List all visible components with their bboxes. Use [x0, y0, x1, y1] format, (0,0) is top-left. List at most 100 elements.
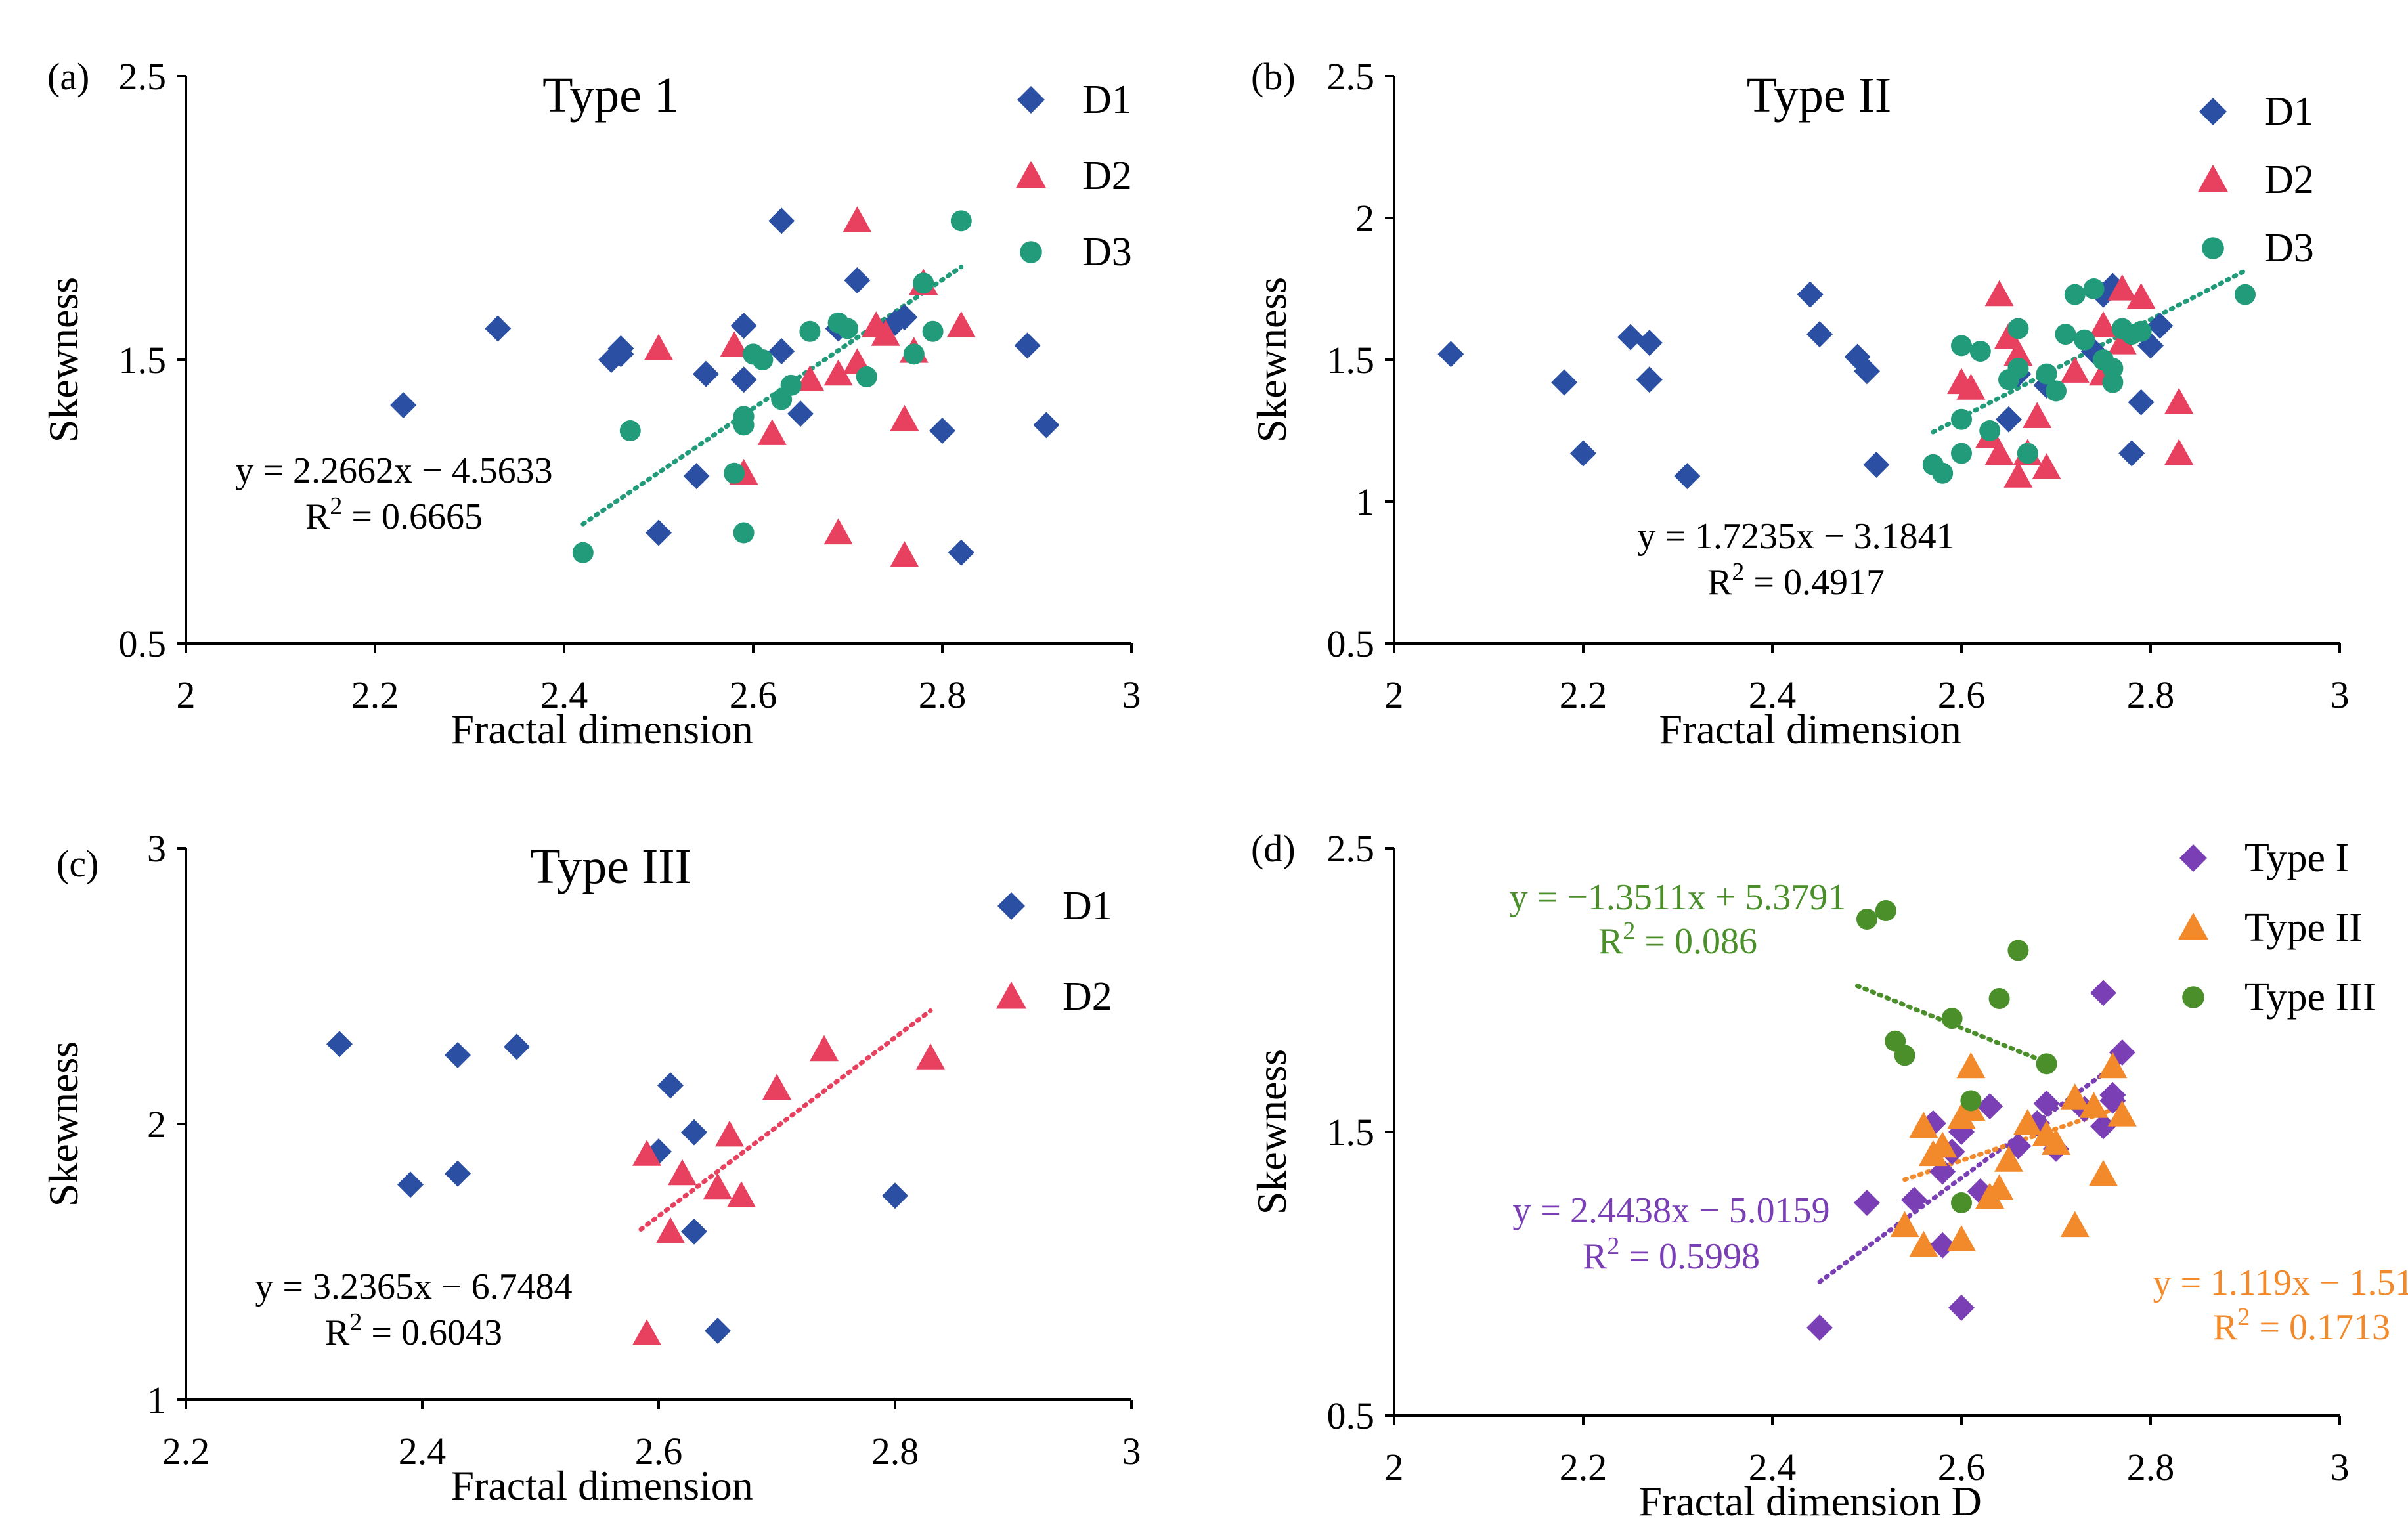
legend-label: D3 [1082, 230, 1132, 274]
data-point [1863, 451, 1890, 478]
data-point [2013, 1109, 2042, 1135]
data-point [2064, 284, 2086, 305]
y-tick-label: 1 [147, 1379, 166, 1421]
data-point [619, 420, 641, 441]
data-point [1636, 366, 1663, 393]
legend: Type I Type II Type III [2178, 836, 2376, 1020]
chart-panel-3: 2.2 2.4 2.6 2.8 3 1 2 3 Fractal dimension Skewnes… [40, 827, 1141, 1509]
x-tick-label: 2 [1385, 1446, 1404, 1488]
data-point [2060, 1083, 2090, 1110]
data-point [2089, 311, 2118, 337]
data-point [903, 343, 925, 365]
data-point [1951, 443, 1972, 464]
legend: D1 D2 [996, 884, 1112, 1019]
data-point [2090, 1113, 2116, 1140]
x-tick-label: 2.2 [162, 1430, 210, 1473]
data-point [2126, 282, 2156, 309]
data-point [2090, 980, 2116, 1006]
panel-label: (d) [1251, 827, 1296, 870]
data-point [1984, 439, 2014, 465]
x-tick-label: 2.2 [351, 674, 399, 716]
data-point [693, 360, 719, 387]
data-point [644, 334, 673, 360]
x-axis-title: Fractal dimension [1659, 706, 1961, 752]
x-tick-label: 2.4 [1749, 674, 1797, 716]
data-point [2055, 324, 2076, 345]
data-point [1797, 281, 1824, 308]
x-tick-label: 2.4 [399, 1430, 447, 1473]
chart-title: Type II [1747, 68, 1891, 123]
y-tick-label: 0.5 [119, 622, 167, 665]
data-point [890, 404, 919, 431]
chart-title: Type III [530, 839, 691, 894]
x-axis-title: Fractal dimension [450, 1462, 753, 1509]
data-point [795, 365, 825, 391]
y-tick-label: 3 [147, 827, 166, 870]
data-point [1806, 321, 1833, 348]
x-tick-label: 2.6 [1938, 674, 1986, 716]
data-point [2023, 402, 2052, 428]
data-point [787, 400, 814, 427]
data-point [2017, 443, 2038, 464]
data-point [2007, 940, 2029, 961]
data-point [1551, 369, 1578, 396]
data-point [856, 366, 877, 387]
data-point [657, 1072, 684, 1099]
trendline-r-squared: R2 = 0.6665 [305, 492, 483, 537]
x-tick-label: 2.2 [1560, 674, 1608, 716]
chart-panel-1: 2 2.2 2.4 2.6 2.8 3 0.5 1.5 2.5 Fractal dimension… [40, 55, 1141, 752]
y-tick-label: 1 [1355, 481, 1374, 523]
data-point [922, 320, 944, 342]
data-point [844, 267, 871, 294]
data-point [799, 320, 821, 342]
data-point [1956, 1052, 1986, 1079]
data-point [1956, 374, 1986, 400]
y-tick-label: 1.5 [119, 339, 167, 381]
data-point [1960, 1090, 1982, 1112]
x-tick-label: 2.8 [2127, 674, 2175, 716]
data-point [703, 1173, 732, 1200]
data-point [2074, 329, 2095, 351]
data-point [445, 1042, 471, 1068]
chart-panel-4: 2 2.2 2.4 2.6 2.8 3 0.5 1.5 2.5 Fractal dimension… [1248, 827, 2408, 1524]
x-tick-label: 2 [1385, 674, 1404, 716]
y-tick-label: 0.5 [1327, 622, 1375, 665]
data-point [1948, 1294, 1975, 1321]
y-axis-title: Skewness [40, 1041, 87, 1207]
x-tick-label: 2.6 [635, 1430, 683, 1473]
legend-label: Type I [2244, 836, 2349, 880]
y-tick-label: 2 [1355, 197, 1374, 240]
data-point [1854, 358, 1880, 385]
data-point [1979, 420, 2001, 441]
legend-label: D1 [1082, 77, 1132, 122]
x-tick-label: 3 [2331, 1446, 2350, 1488]
data-point [950, 210, 972, 232]
panel-label: (b) [1251, 55, 1296, 98]
data-point [668, 1159, 697, 1186]
trendline-equation: y = 2.2662x − 4.5633 [235, 450, 552, 491]
data-point [733, 406, 755, 427]
x-tick-label: 2.4 [540, 674, 588, 716]
data-point [1969, 341, 1991, 362]
legend-marker [996, 981, 1027, 1009]
legend-marker [1020, 241, 1042, 263]
data-point [1951, 408, 1972, 430]
data-point [733, 522, 755, 544]
legend-label: Type III [2244, 975, 2376, 1020]
y-tick-label: 0.5 [1327, 1394, 1375, 1437]
trendline-equation: y = 1.7235x − 3.1841 [1637, 516, 1954, 557]
x-tick-label: 3 [1122, 674, 1141, 716]
y-tick-label: 1.5 [1327, 1111, 1375, 1154]
data-point [2128, 389, 2155, 416]
data-point [1674, 463, 1701, 490]
data-point [891, 304, 918, 331]
data-point [2042, 1129, 2070, 1155]
legend: D1 D2 D3 [2197, 89, 2314, 270]
trendline-equation: y = −1.3511x + 5.3791 [1510, 877, 1847, 918]
y-tick-label: 2.5 [1327, 55, 1375, 98]
data-point [390, 392, 417, 419]
data-point [1996, 406, 2022, 433]
data-point [1951, 335, 1972, 357]
x-tick-label: 2.2 [1560, 1446, 1608, 1488]
